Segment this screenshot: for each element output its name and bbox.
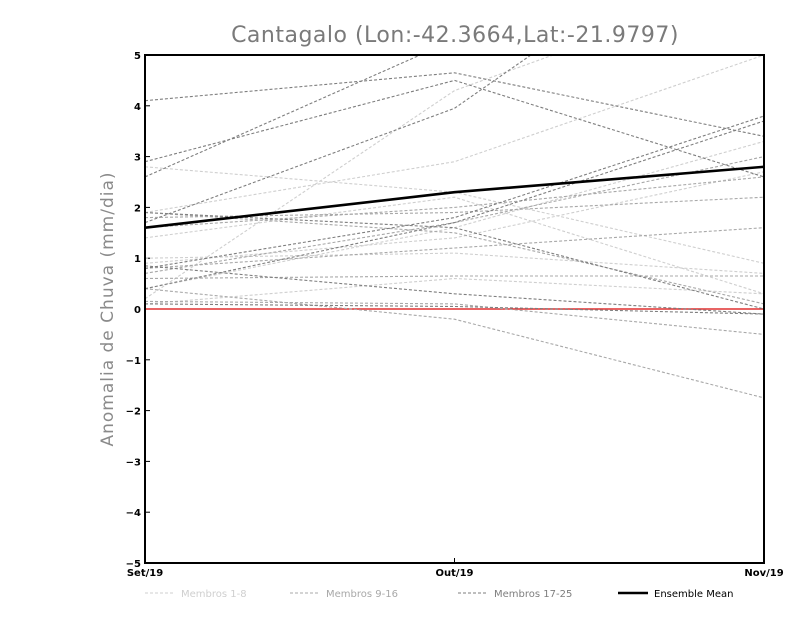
legend-label: Ensemble Mean (654, 589, 733, 600)
member-line (145, 55, 764, 214)
member-line (145, 277, 764, 305)
member-line (145, 120, 764, 290)
y-tick-label: 0 (134, 305, 141, 316)
y-tick-label: 5 (134, 51, 141, 62)
member-line (145, 171, 764, 264)
member-line (145, 252, 764, 274)
member-line (145, 140, 764, 290)
y-tick-label: −5 (126, 559, 141, 570)
member-line (145, 227, 764, 269)
y-tick-label: −2 (126, 407, 141, 418)
member-line (145, 196, 764, 219)
ensemble-mean-line (145, 165, 764, 229)
y-tick-label: −4 (126, 508, 141, 519)
x-tick-labels: Set/19 Out/19 Nov/19 (127, 558, 784, 579)
y-tick-label: −3 (126, 457, 141, 468)
member-line (145, 72, 764, 137)
member-line (145, 166, 764, 264)
x-tick-label: Out/19 (436, 568, 474, 579)
member-line (145, 115, 764, 269)
legend-label: Membros 1-8 (181, 589, 247, 600)
y-tick-label: 3 (134, 153, 141, 164)
y-tick-label: 4 (134, 102, 141, 113)
y-axis-label: Anomalia de Chuva (mm/dia) (98, 171, 118, 446)
member-line (145, 288, 764, 399)
member-line (145, 265, 764, 315)
member-line (145, 79, 764, 178)
legend-label: Membros 17-25 (494, 589, 572, 600)
legend-label: Membros 9-16 (326, 589, 398, 600)
y-tick-label: −1 (126, 356, 141, 367)
member-line (145, 275, 764, 280)
chart-title: Cantagalo (Lon:-42.3664,Lat:-21.9797) (231, 23, 679, 48)
member-line (145, 196, 764, 295)
member-line (145, 211, 764, 305)
x-tick-label: Set/19 (127, 568, 163, 579)
y-tick-label: 2 (134, 203, 141, 214)
y-tick-labels: −5 −4 −3 −2 −1 0 1 2 3 4 5 (126, 51, 141, 570)
member-line (145, 303, 764, 315)
member-line (145, 55, 422, 178)
legend: Membros 1-8 Membros 9-16 Membros 17-25 Ense… (145, 589, 733, 600)
member-line (145, 300, 764, 335)
series-lines (145, 55, 764, 399)
y-tick-label: 1 (134, 254, 141, 265)
member-line (145, 211, 764, 310)
x-tick-label: Nov/19 (744, 568, 783, 579)
member-line (145, 176, 764, 229)
